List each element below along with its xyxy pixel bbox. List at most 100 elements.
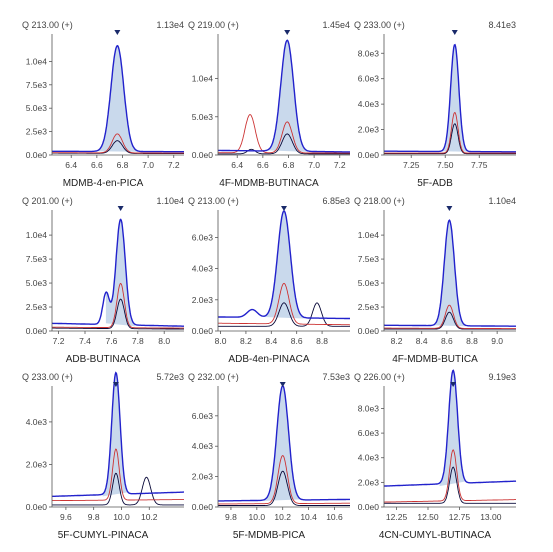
peak-area-fill bbox=[105, 219, 135, 327]
chromatogram-plot: 0.0e0 2.0e3 4.0e3 6.0e3 8.0e3 12.25 12.50 12.75… bbox=[358, 369, 517, 522]
apex-marker-icon bbox=[450, 382, 457, 387]
qualifier-trace-2 bbox=[384, 123, 516, 155]
y-tick-label: 0.0e0 bbox=[192, 502, 214, 512]
qualifier-trace-1 bbox=[218, 455, 350, 505]
qualifier-trace-2 bbox=[384, 311, 516, 330]
y-tick-label: 4.0e3 bbox=[358, 99, 380, 109]
compound-name: MDMB-4-en-PICA bbox=[62, 178, 144, 189]
x-tick-label: 7.6 bbox=[105, 336, 117, 346]
qualifier-trace-1 bbox=[52, 448, 184, 502]
y-tick-label: 0.0e0 bbox=[358, 150, 380, 160]
apex-marker-icon bbox=[451, 30, 458, 35]
chromatogram-panel: Q 213.00 (+) 6.85e3 0.0e0 2.0e3 4.0e3 6.0e3 8.… bbox=[188, 196, 350, 368]
qualifier-trace-2 bbox=[52, 472, 184, 506]
ion-label: Q 232.00 (+) bbox=[188, 372, 239, 382]
peak-area-fill bbox=[266, 40, 308, 152]
max-intensity-label: 6.85e3 bbox=[322, 196, 350, 206]
ion-label: Q 219.00 (+) bbox=[188, 20, 239, 30]
x-tick-label: 7.8 bbox=[132, 336, 144, 346]
apex-marker-icon bbox=[279, 382, 286, 387]
qualifier-trace-2 bbox=[218, 470, 350, 506]
chromatogram-plot: 0.0e0 2.5e3 5.0e3 7.5e3 1.0e4 6.4 6.6 6.8 7.0 7.2 bbox=[26, 30, 184, 170]
apex-marker-icon bbox=[117, 206, 124, 211]
x-tick-label: 6.4 bbox=[65, 160, 77, 170]
x-tick-label: 7.75 bbox=[471, 160, 488, 170]
y-tick-label: 2.5e3 bbox=[358, 302, 380, 312]
y-tick-label: 7.5e3 bbox=[26, 80, 48, 90]
ion-label: Q 226.00 (+) bbox=[354, 372, 405, 382]
compound-name: 4F-MDMB-BUTICA bbox=[392, 354, 478, 365]
x-tick-label: 8.8 bbox=[466, 336, 478, 346]
chromatogram-panel: Q 226.00 (+) 9.19e3 0.0e0 2.0e3 4.0e3 6.0e3 8.… bbox=[354, 369, 517, 544]
chromatogram-plot: 0.0e0 2.0e3 4.0e3 6.0e3 9.8 10.0 10.2 10.4 10.6 bbox=[192, 382, 350, 522]
compound-name: 4CN-CUMYL-BUTINACA bbox=[378, 530, 492, 541]
x-tick-label: 8.0 bbox=[158, 336, 170, 346]
y-tick-label: 5.0e3 bbox=[26, 278, 48, 288]
y-tick-label: 4.0e3 bbox=[192, 264, 214, 274]
peak-area-fill bbox=[264, 385, 301, 501]
qualifier-trace-1 bbox=[52, 133, 184, 154]
quantifier-trace bbox=[384, 43, 516, 153]
chromatogram-plot: 0.0e0 2.5e3 5.0e3 7.5e3 1.0e4 7.2 7.4 7.6 7.8 8.0 bbox=[26, 206, 184, 346]
y-tick-label: 0.0e0 bbox=[26, 150, 48, 160]
y-tick-label: 2.5e3 bbox=[26, 302, 48, 312]
peak-area-fill bbox=[97, 45, 138, 152]
qualifier-trace-1 bbox=[218, 282, 350, 326]
y-tick-label: 0.0e0 bbox=[192, 326, 214, 336]
y-tick-label: 1.0e4 bbox=[26, 56, 48, 66]
x-tick-label: 9.8 bbox=[88, 512, 100, 522]
compound-name: 5F-ADB bbox=[417, 178, 453, 189]
peak-area-fill bbox=[433, 220, 466, 327]
y-tick-label: 2.0e3 bbox=[358, 477, 380, 487]
x-tick-label: 8.6 bbox=[441, 336, 453, 346]
ion-label: Q 213.00 (+) bbox=[22, 20, 73, 30]
apex-marker-icon bbox=[284, 30, 291, 35]
chromatogram-plot: 0.0e0 5.0e3 1.0e4 6.4 6.6 6.8 7.0 7.2 bbox=[192, 30, 350, 170]
qualifier-trace-1 bbox=[384, 449, 516, 503]
qualifier-trace-2 bbox=[52, 298, 184, 330]
y-tick-label: 8.0e3 bbox=[358, 48, 380, 58]
chromatogram-plot: 0.0e0 2.5e3 5.0e3 7.5e3 1.0e4 8.2 8.4 8.6 8.8 9.0 bbox=[358, 206, 516, 346]
x-tick-label: 8.0 bbox=[215, 336, 227, 346]
y-tick-label: 5.0e3 bbox=[358, 278, 380, 288]
chromatogram-plot: 0.0e0 2.0e3 4.0e3 6.0e3 8.0e3 7.25 7.50 7.75 bbox=[358, 30, 516, 170]
x-tick-label: 7.2 bbox=[334, 160, 346, 170]
max-intensity-label: 9.19e3 bbox=[488, 372, 516, 382]
qualifier-trace-1 bbox=[218, 114, 350, 154]
quantifier-trace bbox=[218, 384, 350, 502]
x-tick-label: 10.0 bbox=[113, 512, 130, 522]
y-tick-label: 4.0e3 bbox=[358, 453, 380, 463]
chromatogram-panel: Q 219.00 (+) 1.45e4 0.0e0 5.0e3 1.0e4 6.4 6.6 6… bbox=[188, 20, 350, 192]
compound-name: ADB-4en-PINACA bbox=[228, 354, 310, 365]
qualifier-trace-1 bbox=[52, 282, 184, 329]
ion-label: Q 218.00 (+) bbox=[354, 196, 405, 206]
peak-area-fill bbox=[102, 372, 129, 497]
y-tick-label: 0.0e0 bbox=[192, 150, 214, 160]
y-tick-label: 0.0e0 bbox=[358, 502, 380, 512]
y-tick-label: 6.0e3 bbox=[358, 428, 380, 438]
y-tick-label: 0.0e0 bbox=[26, 502, 48, 512]
chromatogram-panel: Q 218.00 (+) 1.10e4 0.0e0 2.5e3 5.0e3 7.5e3 1.… bbox=[354, 196, 516, 368]
x-tick-label: 10.6 bbox=[326, 512, 343, 522]
chromatogram-panel: Q 213.00 (+) 1.13e4 0.0e0 2.5e3 5.0e3 7.5e3 1.… bbox=[22, 20, 184, 192]
x-tick-label: 10.0 bbox=[249, 512, 266, 522]
x-tick-label: 6.6 bbox=[91, 160, 103, 170]
x-tick-label: 6.8 bbox=[283, 160, 295, 170]
x-tick-label: 13.00 bbox=[480, 512, 502, 522]
max-intensity-label: 1.45e4 bbox=[322, 20, 350, 30]
x-tick-label: 10.4 bbox=[300, 512, 317, 522]
compound-name: ADB-BUTINACA bbox=[65, 354, 141, 365]
x-tick-label: 8.6 bbox=[291, 336, 303, 346]
x-tick-label: 8.4 bbox=[265, 336, 277, 346]
x-tick-label: 12.25 bbox=[386, 512, 408, 522]
qualifier-trace-1 bbox=[384, 111, 516, 154]
y-tick-label: 6.0e3 bbox=[358, 74, 380, 84]
apex-marker-icon bbox=[112, 382, 119, 387]
y-tick-label: 7.5e3 bbox=[26, 254, 48, 264]
x-tick-label: 7.25 bbox=[403, 160, 420, 170]
quantifier-trace bbox=[384, 219, 516, 327]
quantifier-trace bbox=[52, 44, 184, 153]
max-intensity-label: 1.13e4 bbox=[156, 20, 184, 30]
y-tick-label: 4.0e3 bbox=[192, 441, 214, 451]
compound-name: 5F-CUMYL-PINACA bbox=[57, 530, 149, 541]
